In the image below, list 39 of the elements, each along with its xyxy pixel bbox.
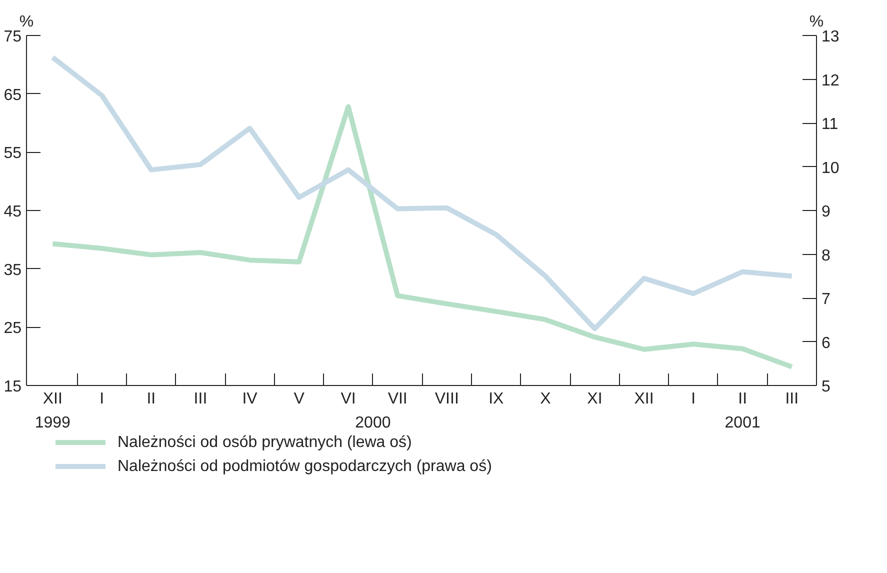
- y2-tick-label: 12: [822, 72, 840, 90]
- y-tick-label: 35: [4, 262, 22, 279]
- text: 1999: [34, 414, 71, 432]
- x-tick-label: XI: [587, 390, 602, 408]
- y-tick-label: 55: [4, 145, 22, 162]
- x-tick-label: X: [540, 390, 552, 408]
- y-tick-label: 75: [4, 28, 22, 46]
- y-tick-label: 45: [4, 204, 22, 220]
- y2-tick-label: 7: [822, 291, 830, 308]
- y2-tick-label: 9: [822, 204, 830, 220]
- y-axis-title: %: [19, 14, 34, 30]
- x-tick-label: VIII: [434, 390, 459, 408]
- legend-label: Należności od podmiotów gospodarczych (prawa oś): [118, 458, 492, 475]
- x-tick-label: II: [738, 390, 748, 408]
- x-tick-label: I: [691, 390, 696, 408]
- y-tick-label: 25: [4, 320, 22, 338]
- y2-tick-label: 11: [822, 116, 838, 133]
- x-tick-label: XII: [42, 390, 62, 408]
- x-tick-label: III: [785, 390, 799, 408]
- y2-tick-label: 13: [822, 28, 840, 46]
- y2-tick-label: 6: [822, 334, 830, 352]
- y-tick-label: 15: [4, 378, 22, 396]
- x-tick-label: IV: [242, 390, 258, 408]
- x-tick-label: III: [194, 390, 208, 408]
- text: 2001: [724, 414, 760, 432]
- x-tick-label: VII: [388, 390, 408, 408]
- y2-tick-label: 5: [822, 378, 830, 396]
- text: 2000: [355, 414, 391, 432]
- x-tick-label: IX: [488, 390, 504, 408]
- x-tick-label: II: [146, 390, 156, 408]
- y2-tick-label: 10: [822, 160, 840, 177]
- x-tick-label: XII: [634, 390, 654, 408]
- legend-label: Należności od osób prywatnych (lewa oś): [118, 434, 412, 451]
- x-tick-label: V: [294, 390, 305, 408]
- y-tick-label: 65: [4, 86, 22, 104]
- y2-tick-label: 8: [822, 247, 830, 264]
- y2-axis-title: %: [809, 14, 824, 30]
- x-tick-label: VI: [340, 390, 356, 408]
- x-tick-label: I: [100, 390, 104, 408]
